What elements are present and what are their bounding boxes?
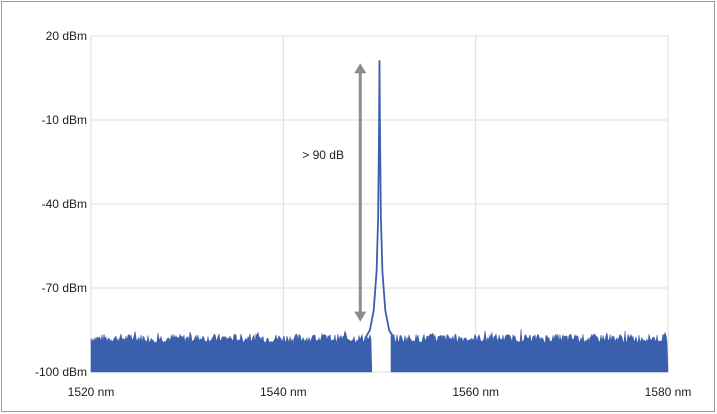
y-tick-label: -40 dBm: [42, 197, 87, 211]
peak-point: [378, 60, 381, 63]
series-group: [90, 60, 669, 373]
noise-floor-left: [90, 330, 373, 373]
x-tick-label: 1540 nm: [260, 385, 307, 399]
x-tick-label: 1580 nm: [645, 385, 692, 399]
y-tick-labels: 20 dBm -10 dBm -40 dBm -70 dBm -100 dBm: [35, 29, 87, 379]
annotation-arrowhead-up: [354, 63, 367, 74]
x-tick-label: 1520 nm: [68, 385, 115, 399]
peak-line: [364, 60, 395, 339]
y-tick-label: -100 dBm: [35, 365, 87, 379]
noise-floor-right: [390, 329, 669, 373]
annotation-group: > 90 dB: [302, 63, 367, 322]
annotation-arrowhead-down: [354, 311, 367, 322]
x-tick-labels: 1520 nm 1540 nm 1560 nm 1580 nm: [68, 385, 692, 399]
y-tick-label: 20 dBm: [46, 29, 87, 43]
annotation-label: > 90 dB: [302, 148, 344, 162]
y-tick-label: -10 dBm: [42, 113, 87, 127]
y-tick-label: -70 dBm: [42, 281, 87, 295]
x-tick-label: 1560 nm: [452, 385, 499, 399]
